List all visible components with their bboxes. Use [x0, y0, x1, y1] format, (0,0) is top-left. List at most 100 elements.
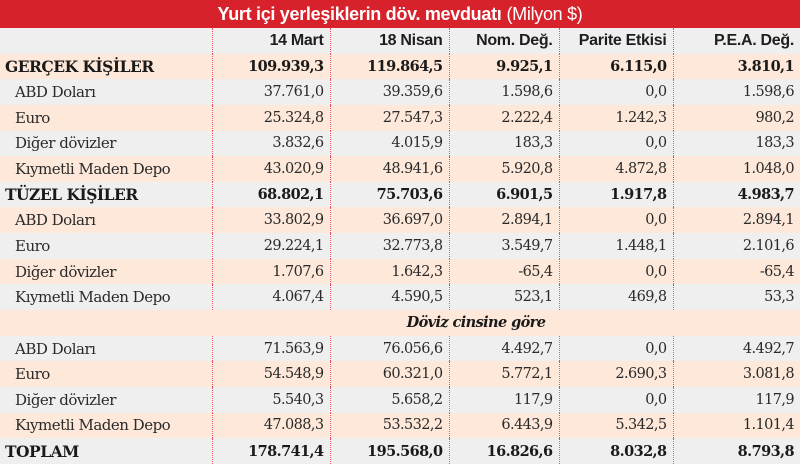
cell-nom-deg: 3.549,7 [448, 233, 559, 259]
table-row: ABD Doları 33.802,9 36.697,0 2.894,1 0,0… [0, 207, 800, 234]
cell-parite-etkisi: 5.342,5 [558, 412, 673, 439]
table-row: Diğer dövizler 3.832,6 4.015,9 183,3 0,0… [0, 130, 800, 157]
cell-18-nisan: 39.359,6 [329, 79, 449, 105]
row-label: Diğer dövizler [15, 262, 116, 281]
section-row-doviz-cinsine-gore: Döviz cinsine göre [0, 310, 800, 336]
row-label: TOPLAM [5, 441, 79, 461]
cell-parite-etkisi: 0,0 [558, 207, 673, 234]
header-row: 14 Mart 18 Nisan Nom. Değ. Parite Etkisi… [0, 28, 800, 54]
row-label: ABD Doları [15, 211, 96, 230]
cell-nom-deg: 523,1 [448, 284, 559, 311]
cell-nom-deg: 4.492,7 [448, 335, 559, 362]
row-label: TÜZEL KİŞİLER [5, 185, 138, 205]
cell-nom-deg: 9.925,1 [448, 53, 559, 80]
cell-parite-etkisi: 8.032,8 [558, 438, 673, 464]
row-label: Diğer dövizler [15, 134, 116, 153]
row-label: GERÇEK KİŞİLER [5, 56, 154, 76]
table-row: Diğer dövizler 1.707,6 1.642,3 -65,4 0,0… [0, 258, 800, 285]
table-title-bar: Yurt içi yerleşiklerin döv. mevduatı (Mi… [0, 0, 800, 28]
table-row: Kıymetli Maden Depo 4.067,4 4.590,5 523,… [0, 284, 800, 311]
cell-nom-deg: 16.826,6 [448, 438, 559, 464]
cell-18-nisan: 32.773,8 [329, 233, 449, 259]
table-row: Euro 29.224,1 32.773,8 3.549,7 1.448,1 2… [0, 233, 800, 259]
cell-18-nisan: 4.015,9 [329, 130, 449, 157]
cell-pea-deg: 3.081,8 [672, 361, 800, 387]
cell-parite-etkisi: 0,0 [558, 335, 673, 362]
cell-pea-deg: 3.810,1 [672, 53, 800, 80]
cell-18-nisan: 195.568,0 [329, 438, 449, 464]
cell-nom-deg: 1.598,6 [448, 79, 559, 105]
cell-nom-deg: 2.894,1 [448, 207, 559, 234]
cell-parite-etkisi: 0,0 [558, 130, 673, 157]
cell-14-mart: 33.802,9 [211, 207, 330, 234]
row-label: Euro [15, 108, 50, 127]
cell-pea-deg: 53,3 [672, 284, 800, 311]
cell-18-nisan: 27.547,3 [329, 104, 449, 131]
deposit-table: 14 Mart 18 Nisan Nom. Değ. Parite Etkisi… [0, 28, 800, 464]
cell-14-mart: 1.707,6 [211, 258, 330, 285]
cell-parite-etkisi: 2.690,3 [558, 361, 673, 387]
cell-parite-etkisi: 1.448,1 [558, 233, 673, 259]
cell-14-mart: 54.548,9 [211, 361, 330, 387]
cell-14-mart: 43.020,9 [211, 156, 330, 182]
cell-nom-deg: 6.443,9 [448, 412, 559, 439]
cell-pea-deg: 8.793,8 [672, 438, 800, 464]
table-row-toplam: TOPLAM 178.741,4 195.568,0 16.826,6 8.03… [0, 438, 800, 464]
cell-14-mart: 25.324,8 [211, 104, 330, 131]
cell-nom-deg: 117,9 [448, 386, 559, 413]
cell-14-mart: 68.802,1 [211, 181, 330, 208]
cell-parite-etkisi: 6.115,0 [558, 53, 673, 80]
cell-parite-etkisi: 1.242,3 [558, 104, 673, 131]
row-label: Diğer dövizler [15, 390, 116, 409]
table-row: ABD Doları 37.761,0 39.359,6 1.598,6 0,0… [0, 79, 800, 105]
cell-pea-deg: 1.048,0 [672, 156, 800, 182]
row-label: Kıymetli Maden Depo [15, 288, 171, 307]
table-row-tuzel-kisiler: TÜZEL KİŞİLER 68.802,1 75.703,6 6.901,5 … [0, 181, 800, 208]
table-row-gercek-kisiler: GERÇEK KİŞİLER 109.939,3 119.864,5 9.925… [0, 53, 800, 80]
cell-nom-deg: 5.772,1 [448, 361, 559, 387]
cell-18-nisan: 53.532,2 [329, 412, 449, 439]
row-label: Kıymetli Maden Depo [15, 416, 171, 435]
table-title: Yurt içi yerleşiklerin döv. mevduatı [217, 3, 502, 24]
cell-18-nisan: 48.941,6 [329, 156, 449, 182]
row-label: ABD Doları [15, 339, 96, 358]
cell-pea-deg: 2.894,1 [672, 207, 800, 234]
cell-18-nisan: 60.321,0 [329, 361, 449, 387]
row-label: Kıymetli Maden Depo [15, 160, 171, 179]
cell-pea-deg: 2.101,6 [672, 233, 800, 259]
cell-14-mart: 47.088,3 [211, 412, 330, 439]
cell-18-nisan: 75.703,6 [329, 181, 449, 208]
cell-nom-deg: 2.222,4 [448, 104, 559, 131]
cell-18-nisan: 5.658,2 [329, 386, 449, 413]
cell-parite-etkisi: 0,0 [558, 386, 673, 413]
cell-14-mart: 37.761,0 [211, 79, 330, 105]
cell-14-mart: 109.939,3 [211, 53, 330, 80]
cell-pea-deg: 4.492,7 [672, 335, 800, 362]
table-row: Euro 25.324,8 27.547,3 2.222,4 1.242,3 9… [0, 104, 800, 131]
cell-parite-etkisi: 0,0 [558, 79, 673, 105]
cell-parite-etkisi: 4.872,8 [558, 156, 673, 182]
table-row: Kıymetli Maden Depo 47.088,3 53.532,2 6.… [0, 412, 800, 439]
cell-pea-deg: 1.598,6 [672, 79, 800, 105]
header-empty [0, 28, 212, 54]
cell-14-mart: 3.832,6 [211, 130, 330, 157]
cell-parite-etkisi: 1.917,8 [558, 181, 673, 208]
table-row: Diğer dövizler 5.540,3 5.658,2 117,9 0,0… [0, 386, 800, 413]
cell-pea-deg: -65,4 [672, 258, 800, 285]
cell-parite-etkisi: 0,0 [558, 258, 673, 285]
cell-14-mart: 5.540,3 [211, 386, 330, 413]
cell-nom-deg: 183,3 [448, 130, 559, 157]
cell-14-mart: 178.741,4 [211, 438, 330, 464]
header-pea-deg: P.E.A. Değ. [672, 28, 800, 54]
cell-14-mart: 29.224,1 [211, 233, 330, 259]
header-nom-deg: Nom. Değ. [448, 28, 559, 54]
cell-18-nisan: 4.590,5 [329, 284, 449, 311]
cell-14-mart: 4.067,4 [211, 284, 330, 311]
cell-nom-deg: 6.901,5 [448, 181, 559, 208]
row-label: Euro [15, 365, 50, 384]
header-parite-etkisi: Parite Etkisi [558, 28, 673, 54]
cell-nom-deg: -65,4 [448, 258, 559, 285]
section-label: Döviz cinsine göre [406, 314, 546, 332]
cell-18-nisan: 76.056,6 [329, 335, 449, 362]
row-label: ABD Doları [15, 83, 96, 102]
